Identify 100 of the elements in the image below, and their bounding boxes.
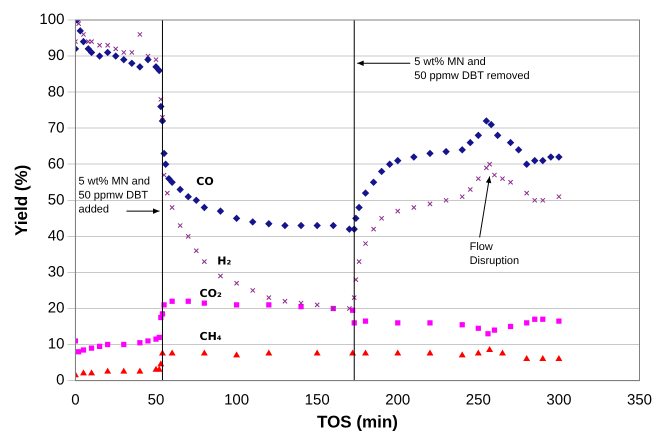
point [524, 190, 530, 196]
point [492, 327, 498, 333]
point [411, 204, 416, 210]
point [80, 38, 87, 46]
x-tick-label: 0 [71, 392, 80, 409]
point [539, 157, 546, 164]
x-tick-label: 300 [546, 392, 572, 409]
point [265, 220, 272, 228]
point [298, 222, 305, 230]
point [556, 355, 562, 361]
point [234, 302, 240, 308]
point [346, 306, 352, 312]
point [556, 194, 562, 200]
point [84, 45, 92, 52]
point [233, 352, 240, 358]
point [144, 56, 152, 64]
y-tick-label: 100 [39, 11, 64, 28]
point [540, 316, 546, 322]
point [249, 218, 256, 226]
point [176, 186, 184, 193]
point [137, 32, 143, 38]
point [88, 48, 96, 56]
point [178, 222, 183, 228]
point [156, 66, 163, 74]
point [86, 39, 91, 44]
point [76, 27, 84, 34]
x-tick-label: 200 [385, 392, 410, 409]
point [492, 172, 498, 178]
point [507, 139, 514, 146]
series-label: CO [196, 175, 214, 188]
point [460, 194, 465, 200]
x-axis-title: TOS (min) [316, 412, 398, 432]
y-tick-label: 10 [48, 336, 64, 353]
series-label: CO₂ [200, 286, 222, 300]
point [233, 214, 240, 222]
point [160, 114, 166, 120]
point [362, 350, 369, 356]
point [314, 302, 320, 308]
point [88, 346, 94, 351]
point [282, 298, 288, 304]
point [121, 50, 126, 56]
point [105, 342, 110, 348]
point [466, 139, 474, 146]
point [202, 300, 207, 306]
point [266, 295, 272, 300]
point [524, 355, 530, 361]
point [192, 196, 200, 204]
point [128, 60, 136, 67]
point [486, 346, 493, 352]
point [442, 148, 450, 156]
point [113, 46, 118, 52]
point [459, 352, 466, 358]
point [170, 298, 175, 304]
point [476, 176, 481, 182]
point [540, 198, 546, 203]
point [362, 318, 368, 324]
point [370, 178, 378, 186]
point [80, 370, 87, 376]
point [96, 52, 104, 60]
x-tick-label: 50 [148, 392, 164, 409]
point [164, 190, 170, 196]
point [379, 216, 384, 221]
y-tick-label: 30 [48, 264, 64, 281]
point [488, 121, 495, 128]
point [156, 334, 162, 340]
point [112, 52, 120, 60]
point [386, 160, 394, 168]
point [555, 154, 562, 161]
point [194, 248, 199, 254]
point [540, 355, 546, 361]
y-tick-label: 80 [48, 83, 64, 100]
point [394, 157, 402, 164]
point [427, 201, 433, 207]
point [475, 350, 482, 356]
point [80, 32, 86, 38]
point [201, 350, 208, 356]
point [80, 347, 86, 353]
point [145, 338, 151, 344]
point [556, 318, 562, 324]
point [170, 204, 175, 210]
point [184, 193, 192, 200]
point [378, 168, 386, 175]
y-tick-label: 50 [48, 191, 64, 208]
point [494, 132, 502, 139]
point [523, 160, 530, 168]
point [218, 273, 224, 279]
point [158, 96, 164, 102]
point [186, 234, 191, 239]
point [362, 240, 368, 246]
point [104, 48, 112, 56]
x-tick-label: 250 [466, 392, 491, 409]
point [532, 198, 538, 203]
point [162, 160, 170, 168]
x-tick-label: 350 [626, 392, 652, 409]
point [508, 324, 514, 330]
point [156, 366, 162, 372]
point [314, 350, 320, 356]
point [394, 350, 401, 356]
point [476, 326, 481, 331]
point [531, 157, 538, 164]
